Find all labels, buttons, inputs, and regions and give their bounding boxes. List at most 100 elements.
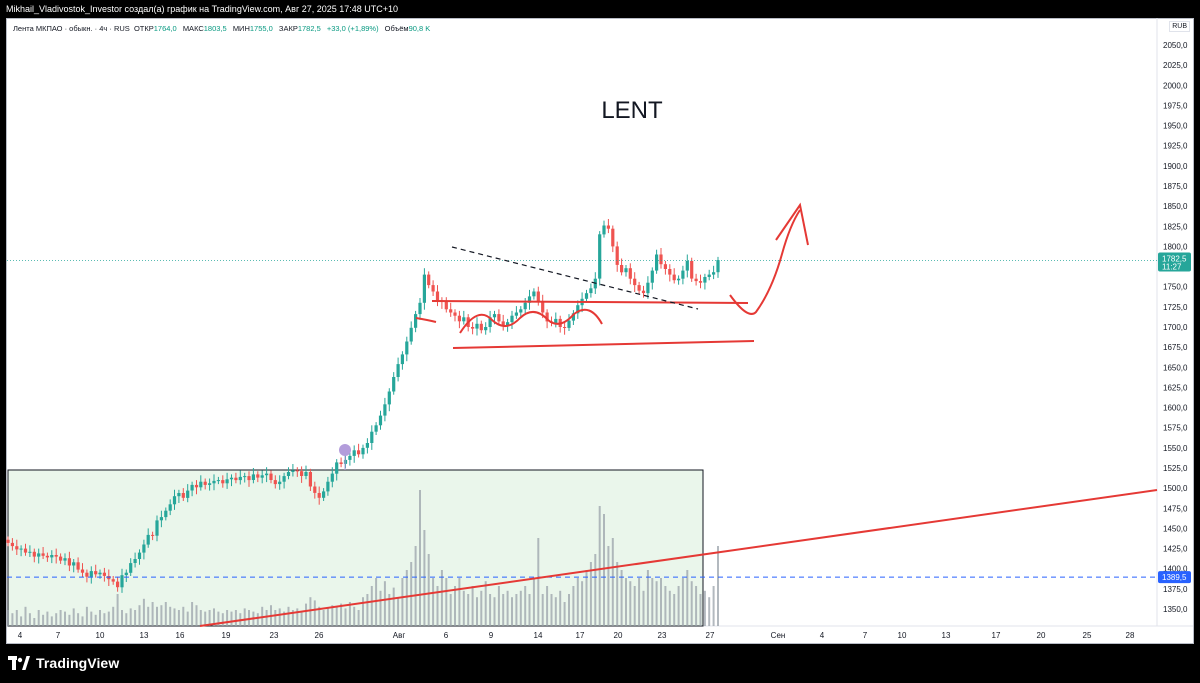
candle-body (400, 354, 404, 365)
volume-bar (125, 613, 128, 626)
candle-body (370, 431, 374, 443)
candle-body (449, 309, 453, 313)
candle-body (637, 285, 641, 291)
currency-badge[interactable]: RUB (1169, 21, 1190, 32)
candle-body (234, 477, 238, 481)
candle-body (492, 314, 497, 318)
volume-bar (480, 590, 483, 626)
candle-body (672, 274, 676, 281)
resistance-line[interactable] (431, 300, 749, 304)
candle-body (707, 274, 711, 277)
volume-bar (103, 613, 106, 626)
volume-bar (234, 610, 237, 626)
candle-body (611, 228, 615, 247)
volume-bar (524, 586, 527, 626)
candle-body (457, 315, 461, 322)
volume-bar (594, 554, 597, 626)
candle-body (37, 553, 41, 557)
time-tick-label: 7 (56, 631, 61, 640)
time-tick-label: 4 (820, 631, 825, 640)
time-tick-label: Авг (393, 631, 406, 640)
volume-bar (708, 597, 711, 626)
volume-bar (646, 570, 649, 626)
level-price-value: 1389,5 (1162, 573, 1187, 582)
volume-bar (278, 608, 281, 626)
volume-bar (633, 586, 636, 626)
candle-body (28, 551, 32, 553)
volume-bar (7, 610, 9, 626)
candle-body (172, 496, 177, 505)
volume-bar (703, 590, 706, 626)
descending-trendline[interactable] (451, 246, 699, 310)
price-tick-label: 1825,0 (1163, 222, 1188, 231)
volume-bar (42, 614, 45, 626)
candle-body (326, 481, 330, 492)
attribution-bar: Mikhail_Vladivostok_Investor создал(а) г… (0, 0, 1200, 18)
price-tick-label: 1900,0 (1163, 162, 1188, 171)
volume-bar (94, 614, 97, 626)
price-tick-label: 1400,0 (1163, 565, 1188, 574)
candle-body (563, 327, 567, 328)
candle-body (155, 520, 159, 536)
tv-mark-svg (8, 656, 30, 670)
candle-body (116, 581, 120, 588)
volume-bar (454, 586, 456, 626)
tradingview-logo-icon (8, 656, 30, 670)
volume-bar (462, 590, 465, 626)
candle-body (681, 270, 685, 279)
event-marker[interactable] (339, 444, 351, 456)
price-tick-label: 1375,0 (1163, 585, 1188, 594)
volume-bar (147, 606, 150, 626)
forecast-arrow-path[interactable] (729, 209, 801, 315)
wave-drawing-start[interactable] (415, 317, 437, 323)
level-price-badge (1158, 571, 1191, 584)
current-price-value: 1782,5 (1162, 255, 1187, 264)
time-tick-label: Сен (771, 631, 786, 640)
volume-bar (642, 590, 645, 626)
candle-body (243, 476, 247, 478)
volume-bar (419, 490, 421, 626)
candle-body (628, 268, 632, 279)
candle-body (23, 548, 28, 553)
volume-value: 90,8 K (408, 24, 431, 33)
candle-body (471, 327, 475, 329)
volume-bar (379, 590, 382, 626)
volume-bar (546, 586, 549, 626)
time-tick-label: 26 (315, 631, 324, 640)
tv-mark-dot (17, 657, 23, 663)
candle-body (567, 320, 571, 328)
tradingview-logo[interactable]: TradingView (8, 655, 119, 671)
time-tick-label: 27 (706, 631, 715, 640)
time-tick-label: 19 (222, 631, 231, 640)
trend-line-support[interactable] (199, 489, 1158, 627)
candle-body (67, 558, 71, 566)
candle-body (677, 278, 681, 281)
forecast-arrow-head[interactable] (775, 202, 809, 246)
support-line[interactable] (452, 340, 755, 349)
volume-bar (50, 616, 53, 626)
candle-body (313, 486, 317, 493)
volume-bar (436, 586, 439, 626)
volume-bar (598, 506, 601, 626)
volume-bar (370, 586, 373, 626)
volume-bar (33, 618, 36, 626)
current-price-timer: 11:27 (1162, 263, 1182, 272)
volume-label: Объём (384, 24, 409, 33)
price-tick-label: 1550,0 (1163, 444, 1188, 453)
candle-body (396, 364, 400, 377)
volume-bar (90, 611, 93, 626)
wave-drawing[interactable] (459, 308, 603, 334)
volume-bar (77, 613, 80, 626)
candle-body (690, 260, 694, 279)
volume-bar (471, 586, 474, 626)
volume-bar (673, 594, 676, 626)
candle-body (383, 404, 387, 416)
candle-body (602, 225, 606, 235)
volume-bar (344, 608, 347, 626)
candle-body (655, 254, 659, 271)
volume-bar (169, 606, 172, 626)
candle-body (527, 296, 532, 303)
candle-body (348, 455, 352, 460)
price-tick-label: 1450,0 (1163, 524, 1188, 533)
